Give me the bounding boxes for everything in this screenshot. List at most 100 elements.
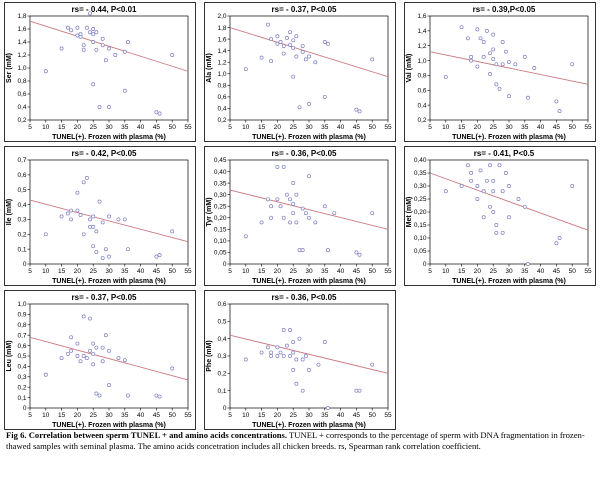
- data-point: [107, 214, 111, 219]
- x-tick-label: 50: [169, 412, 177, 419]
- panel-frame: [4, 290, 196, 430]
- y-tick-label: 0,25: [214, 203, 227, 210]
- data-point: [475, 184, 480, 188]
- x-tick-label: 40: [537, 124, 545, 131]
- data-point: [259, 350, 264, 355]
- figure-canvas: rs= - 0.44, P<0.01 TUNEL(+). Frozen with …: [4, 2, 596, 430]
- data-point: [303, 211, 308, 216]
- y-tick-label: 0,7: [17, 332, 26, 339]
- x-tick-label: 30: [505, 124, 513, 131]
- data-point: [81, 43, 86, 48]
- y-tick-label: 0,5: [217, 319, 226, 326]
- data-point: [294, 220, 299, 225]
- y-tick-label: 0,8: [217, 83, 226, 90]
- y-tick-label: 1,8: [17, 13, 26, 20]
- x-axis-label: TUNEL(+). Frozen with plasma (%): [452, 278, 566, 285]
- x-tick-label: 15: [258, 124, 266, 131]
- data-point: [275, 197, 280, 202]
- data-point: [269, 350, 274, 355]
- data-point: [91, 224, 96, 229]
- y-tick-label: 1,4: [17, 39, 26, 46]
- data-point: [481, 189, 486, 194]
- data-point: [69, 28, 74, 33]
- data-point: [170, 366, 175, 371]
- data-point: [91, 351, 96, 356]
- data-point: [488, 71, 492, 76]
- scatter-panel-4: rs= - 0.42, P<0.05 TUNEL(+). Frozen with …: [4, 146, 196, 286]
- data-point: [281, 164, 286, 169]
- panel-frame: [204, 290, 396, 430]
- data-point: [459, 184, 464, 188]
- x-tick-label: 25: [290, 124, 298, 131]
- data-point: [154, 393, 159, 398]
- data-point: [297, 248, 302, 253]
- x-tick-label: 15: [58, 268, 66, 275]
- data-point: [322, 40, 327, 44]
- y-tick-label: 0: [23, 261, 27, 268]
- x-tick-label: 55: [584, 124, 592, 131]
- y-axis-label: Tyr (mM): [206, 197, 213, 226]
- data-point: [497, 163, 502, 168]
- chart-title: rs= - 0.36, P<0.05: [272, 293, 337, 302]
- x-tick-label: 55: [184, 124, 192, 131]
- y-tick-label: 0,6: [217, 94, 226, 101]
- y-tick-label: 0,20: [214, 215, 227, 222]
- data-point: [557, 109, 562, 114]
- data-point: [469, 58, 474, 63]
- data-point: [313, 60, 318, 65]
- data-point: [291, 181, 296, 186]
- data-point: [126, 247, 130, 252]
- data-point: [494, 230, 499, 235]
- data-point: [91, 82, 96, 87]
- y-tick-label: 0,05: [214, 250, 227, 257]
- y-tick-label: 0,9: [17, 312, 26, 319]
- y-tick-label: 1,4: [417, 28, 426, 35]
- x-tick-label: 50: [369, 124, 377, 131]
- data-point: [69, 348, 74, 353]
- data-point: [291, 45, 296, 50]
- data-point: [97, 105, 102, 109]
- y-tick-label: 1,2: [17, 52, 26, 59]
- data-point: [459, 25, 464, 30]
- data-point: [78, 213, 83, 217]
- data-point: [294, 34, 299, 39]
- data-point: [243, 234, 248, 239]
- y-tick-label: 0,25: [414, 196, 427, 203]
- x-tick-label: 15: [58, 124, 66, 131]
- data-point: [313, 220, 318, 225]
- y-tick-label: 0,4: [17, 104, 26, 111]
- y-tick-label: 0,8: [17, 322, 26, 329]
- x-tick-label: 35: [521, 124, 529, 131]
- data-point: [300, 44, 305, 48]
- data-point: [469, 54, 474, 59]
- data-point: [69, 217, 74, 222]
- x-tick-label: 10: [442, 124, 450, 131]
- x-tick-label: 55: [384, 124, 392, 131]
- data-point: [500, 230, 505, 235]
- data-point: [91, 362, 96, 367]
- panel-frame: [204, 146, 396, 286]
- x-tick-label: 5: [28, 412, 32, 419]
- data-point: [516, 197, 521, 201]
- x-tick-label: 40: [337, 268, 345, 275]
- x-axis-label: TUNEL(+). Frozen with plasma (%): [252, 278, 366, 285]
- data-point: [354, 388, 359, 393]
- regression-line: [229, 27, 389, 78]
- regression-line: [429, 51, 589, 85]
- scatter-panel-5: rs= - 0.36, P<0.05 TUNEL(+). Frozen with …: [204, 146, 396, 286]
- data-point: [88, 217, 92, 222]
- data-point: [81, 314, 86, 319]
- data-point: [300, 357, 305, 362]
- x-tick-label: 5: [228, 268, 232, 275]
- chart-title: rs= - 0.37, P<0.05: [72, 293, 137, 302]
- chart-title: rs= - 0.36, P<0.05: [272, 149, 337, 158]
- data-point: [332, 211, 337, 216]
- data-point: [43, 232, 48, 237]
- data-point: [157, 111, 162, 116]
- data-point: [443, 74, 448, 79]
- x-tick-label: 15: [458, 124, 466, 131]
- data-point: [294, 357, 299, 362]
- data-point: [500, 40, 505, 44]
- x-tick-label: 35: [121, 124, 129, 131]
- y-tick-label: 1,4: [217, 48, 226, 55]
